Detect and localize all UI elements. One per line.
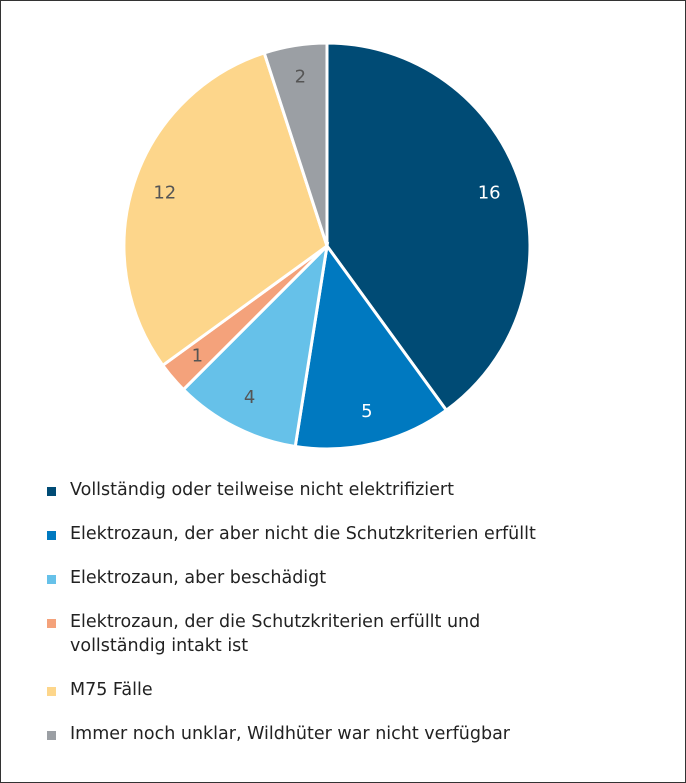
slice-label: 12 (153, 182, 176, 203)
legend-label: Immer noch unklar, Wildhüter war nicht v… (70, 724, 510, 744)
pie-slice (262, 41, 329, 247)
legend-label: Elektrozaun, der die Schutzkriterien erf… (70, 612, 481, 656)
legend-item: M75 Fälle (44, 678, 540, 702)
legend-swatch (47, 487, 56, 496)
legend-item: Vollständig oder teilweise nicht elektri… (44, 478, 540, 502)
pie-slice (181, 241, 330, 449)
slice-label: 1 (192, 346, 203, 367)
pie-slice (293, 242, 449, 451)
legend-swatch (47, 731, 56, 740)
legend-label: Elektrozaun, aber beschädigt (70, 568, 327, 588)
pie-slice (325, 41, 532, 413)
legend-label: Vollständig oder teilweise nicht elektri… (70, 480, 454, 500)
legend-swatch (47, 531, 56, 540)
legend-item: Elektrozaun, der die Schutzkriterien erf… (44, 610, 540, 658)
slice-label: 5 (361, 401, 372, 422)
slice-label: 2 (295, 67, 306, 88)
slice-label: 16 (478, 182, 501, 203)
pie-slice (122, 51, 329, 368)
legend-swatch (47, 575, 56, 584)
legend-swatch (47, 687, 56, 696)
legend-item: Elektrozaun, aber beschädigt (44, 566, 540, 590)
legend-label: Elektrozaun, der aber nicht die Schutzkr… (70, 524, 536, 544)
slice-label: 4 (244, 387, 255, 408)
legend: Vollständig oder teilweise nicht elektri… (44, 478, 604, 766)
legend-item: Elektrozaun, der aber nicht die Schutzkr… (44, 522, 540, 546)
legend-item: Immer noch unklar, Wildhüter war nicht v… (44, 722, 540, 746)
legend-swatch (47, 619, 56, 628)
chart: 16 5 4 1 12 2 (122, 41, 532, 451)
legend-label: M75 Fälle (70, 680, 153, 700)
